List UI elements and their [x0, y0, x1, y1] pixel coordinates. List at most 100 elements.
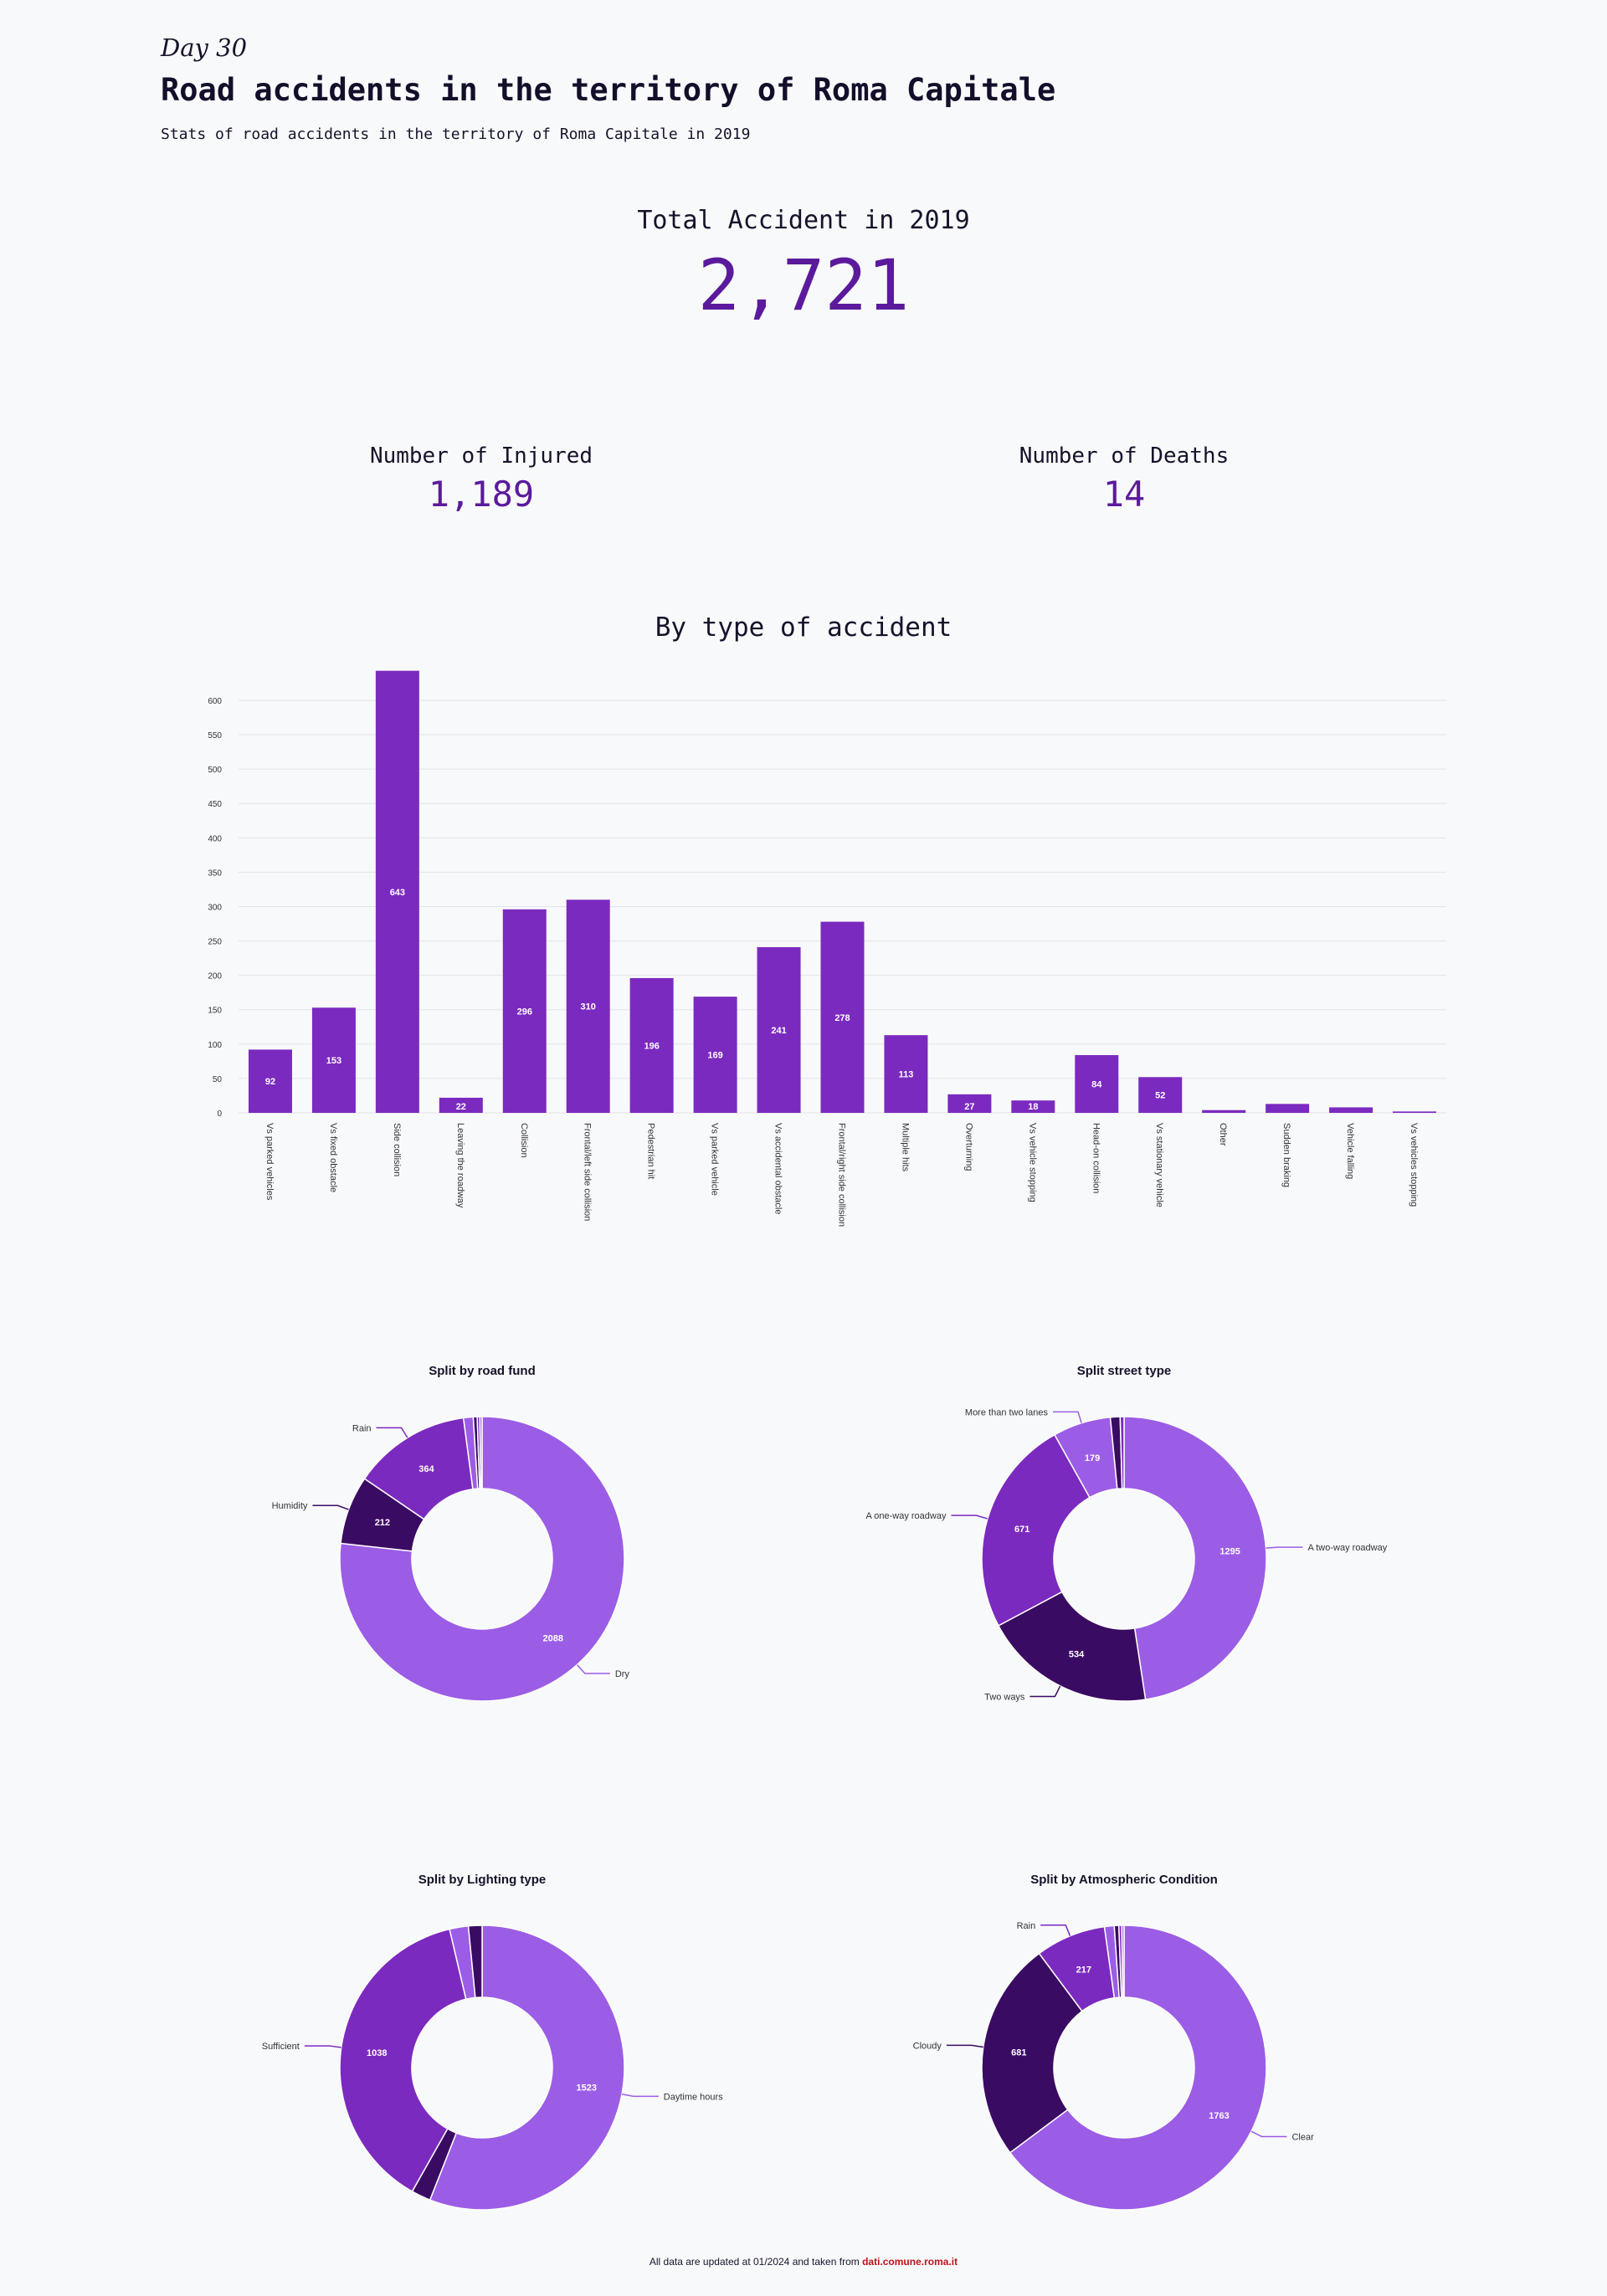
y-tick-label: 50: [213, 1075, 223, 1084]
bar-chart: 0 50 100 150 200 250 300 350 400 450 500 550 600 92 Vs…: [208, 670, 1446, 1227]
footer: All data are updated at 01/2024 and take…: [0, 2256, 1607, 2268]
donut-title: Split by road fund: [429, 1364, 536, 1378]
x-tick-label: Frontal/left side collision: [583, 1123, 593, 1221]
deaths-label: Number of Deaths: [1019, 443, 1230, 469]
x-tick-label: Vs stationary vehicle: [1154, 1123, 1164, 1207]
bar-17: [1329, 1107, 1373, 1113]
x-tick-label: Vehicle falling: [1345, 1123, 1355, 1179]
slice-leader-line: [1040, 1924, 1071, 1936]
slice-category-label: Rain: [1017, 1921, 1036, 1931]
donut-title: Split by Lighting type: [418, 1873, 547, 1887]
y-tick-label: 300: [208, 903, 222, 912]
bar-data-label: 52: [1155, 1091, 1165, 1101]
x-tick-label: Vs vehicle stopping: [1027, 1123, 1037, 1202]
x-tick-label: Vs parked vehicle: [710, 1123, 720, 1196]
slice-leader-line: [1250, 2130, 1287, 2138]
footer-text: All data are updated at 01/2024 and take…: [649, 2256, 863, 2268]
y-tick-label: 600: [208, 697, 222, 706]
slice-category-label: Sufficient: [262, 2042, 300, 2052]
bar-data-label: 296: [517, 1007, 532, 1017]
y-tick-label: 550: [208, 731, 222, 741]
bar-data-label: 18: [1028, 1102, 1038, 1112]
slice-leader-line: [1029, 1685, 1061, 1698]
x-tick-label: Side collision: [392, 1123, 402, 1176]
slice-category-label: More than two lanes: [965, 1407, 1049, 1417]
donut-slice-0: [339, 1416, 625, 1702]
slice-value-label: 681: [1011, 2048, 1026, 2058]
donut-slice-6: [479, 1416, 483, 1489]
x-tick-label: Pedestrian hit: [646, 1123, 656, 1179]
x-tick-label: Frontal/right side collision: [837, 1123, 847, 1227]
x-tick-label: Collision: [519, 1123, 529, 1158]
slice-value-label: 1038: [367, 2048, 387, 2058]
slice-leader-line: [576, 1664, 610, 1674]
bar-14: [1138, 1077, 1183, 1113]
bar-2: [375, 670, 419, 1113]
bar-15: [1202, 1110, 1246, 1113]
y-tick-label: 400: [208, 834, 222, 843]
slice-value-label: 1523: [577, 2083, 597, 2094]
slice-category-label: Dry: [615, 1669, 630, 1679]
bar-10: [884, 1035, 928, 1113]
slice-category-label: Cloudy: [913, 2041, 942, 2051]
y-tick-label: 200: [208, 972, 222, 981]
page-title: Road accidents in the territory of Roma …: [161, 72, 1056, 108]
donut-slice-6: [1121, 1924, 1125, 1998]
day-label: Day 30: [161, 33, 248, 62]
bar-data-label: 153: [326, 1056, 341, 1066]
y-tick-label: 100: [208, 1041, 222, 1050]
y-tick-label: 150: [208, 1007, 222, 1016]
x-tick-label: Head-on collision: [1091, 1123, 1101, 1193]
slice-value-label: 179: [1085, 1453, 1100, 1463]
slice-category-label: Two ways: [984, 1692, 1025, 1702]
bar-13: [1075, 1054, 1119, 1113]
bar-data-label: 84: [1091, 1079, 1102, 1089]
donut-slice-5: [1119, 1416, 1125, 1489]
slice-leader-line: [304, 2045, 341, 2048]
donut-chart-lighting: Split by Lighting type 1523 Daytime hours 1…: [262, 1873, 723, 2211]
slice-value-label: 1763: [1209, 2111, 1229, 2121]
donut-slice-2: [981, 1433, 1091, 1627]
bar-data-label: 278: [834, 1013, 850, 1023]
x-tick-label: Vs vehicles stopping: [1409, 1123, 1419, 1207]
slice-category-label: A one-way roadway: [865, 1511, 946, 1521]
bar-data-label: 113: [899, 1070, 914, 1080]
x-tick-label: Vs accidental obstacle: [773, 1123, 783, 1214]
y-tick-label: 450: [208, 800, 222, 809]
total-accidents-label: Total Accident in 2019: [637, 206, 970, 235]
slice-leader-line: [376, 1427, 408, 1438]
injured-label: Number of Injured: [369, 443, 593, 469]
donut-chart-atmospheric: Split by Atmospheric Condition 1763 Clear 6…: [913, 1873, 1314, 2211]
slice-value-label: 2088: [543, 1634, 563, 1644]
slice-leader-line: [1052, 1411, 1082, 1424]
bar-0: [248, 1049, 292, 1113]
bar-18: [1393, 1111, 1437, 1113]
footer-source-link[interactable]: dati.comune.roma.it: [862, 2256, 958, 2268]
bar-chart-title: By type of accident: [655, 612, 952, 643]
x-tick-label: Multiple hits: [900, 1123, 910, 1172]
bar-6: [629, 977, 674, 1113]
bar-data-label: 196: [644, 1041, 659, 1051]
y-tick-label: 500: [208, 766, 222, 775]
bar-data-label: 643: [390, 888, 405, 898]
bar-8: [757, 946, 801, 1113]
bar-data-label: 169: [707, 1051, 722, 1061]
slice-value-label: 1295: [1219, 1546, 1240, 1556]
slice-value-label: 364: [418, 1464, 434, 1474]
slice-leader-line: [1266, 1546, 1303, 1549]
donut-slice-2: [339, 1928, 467, 2193]
slice-value-label: 212: [375, 1518, 390, 1528]
slice-category-label: Humidity: [272, 1501, 308, 1511]
x-tick-label: Overturning: [963, 1123, 973, 1171]
donut-chart-road-fund: Split by road fund 2088 Dry 212 Humidity 364 R…: [272, 1364, 630, 1702]
slice-category-label: Clear: [1291, 2132, 1314, 2142]
y-tick-label: 350: [208, 869, 222, 878]
page-subtitle: Stats of road accidents in the territory…: [161, 126, 751, 143]
x-tick-label: Other: [1218, 1123, 1228, 1146]
bar-4: [502, 909, 547, 1113]
donut-slice-0: [1123, 1416, 1267, 1700]
slice-value-label: 217: [1076, 1965, 1091, 1975]
donut-slice-0: [429, 1924, 625, 2211]
donut-slice-0: [1009, 1924, 1267, 2211]
